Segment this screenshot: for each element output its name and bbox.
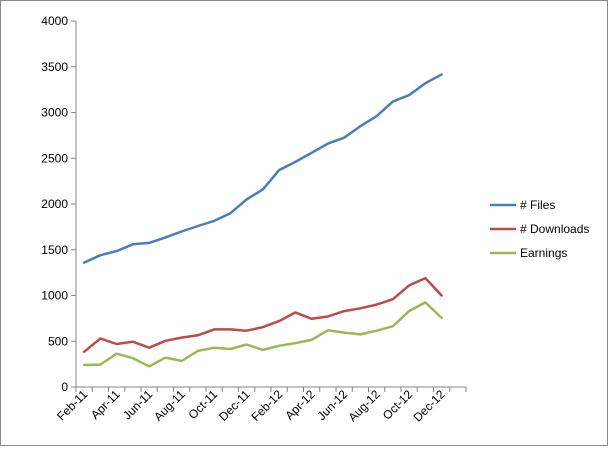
legend-label: # Files bbox=[520, 198, 555, 212]
legend-label: Earnings bbox=[520, 246, 567, 260]
y-tick-label: 4000 bbox=[41, 14, 68, 28]
series-line-2 bbox=[82, 301, 443, 368]
y-tick-label: 1500 bbox=[41, 243, 68, 257]
legend-label: # Downloads bbox=[520, 222, 589, 236]
y-tick-label: 500 bbox=[48, 334, 68, 348]
series-line-0 bbox=[82, 73, 443, 264]
y-tick-label: 2000 bbox=[41, 197, 68, 211]
y-tick-label: 3000 bbox=[41, 106, 68, 120]
y-tick-label: 0 bbox=[61, 380, 68, 394]
series-lines bbox=[82, 73, 443, 368]
series-line-1 bbox=[82, 276, 443, 354]
y-tick-label: 1000 bbox=[41, 289, 68, 303]
y-tick-label: 3500 bbox=[41, 60, 68, 74]
legend: # Files # Downloads Earnings bbox=[490, 198, 589, 260]
y-tick-label: 2500 bbox=[41, 151, 68, 165]
